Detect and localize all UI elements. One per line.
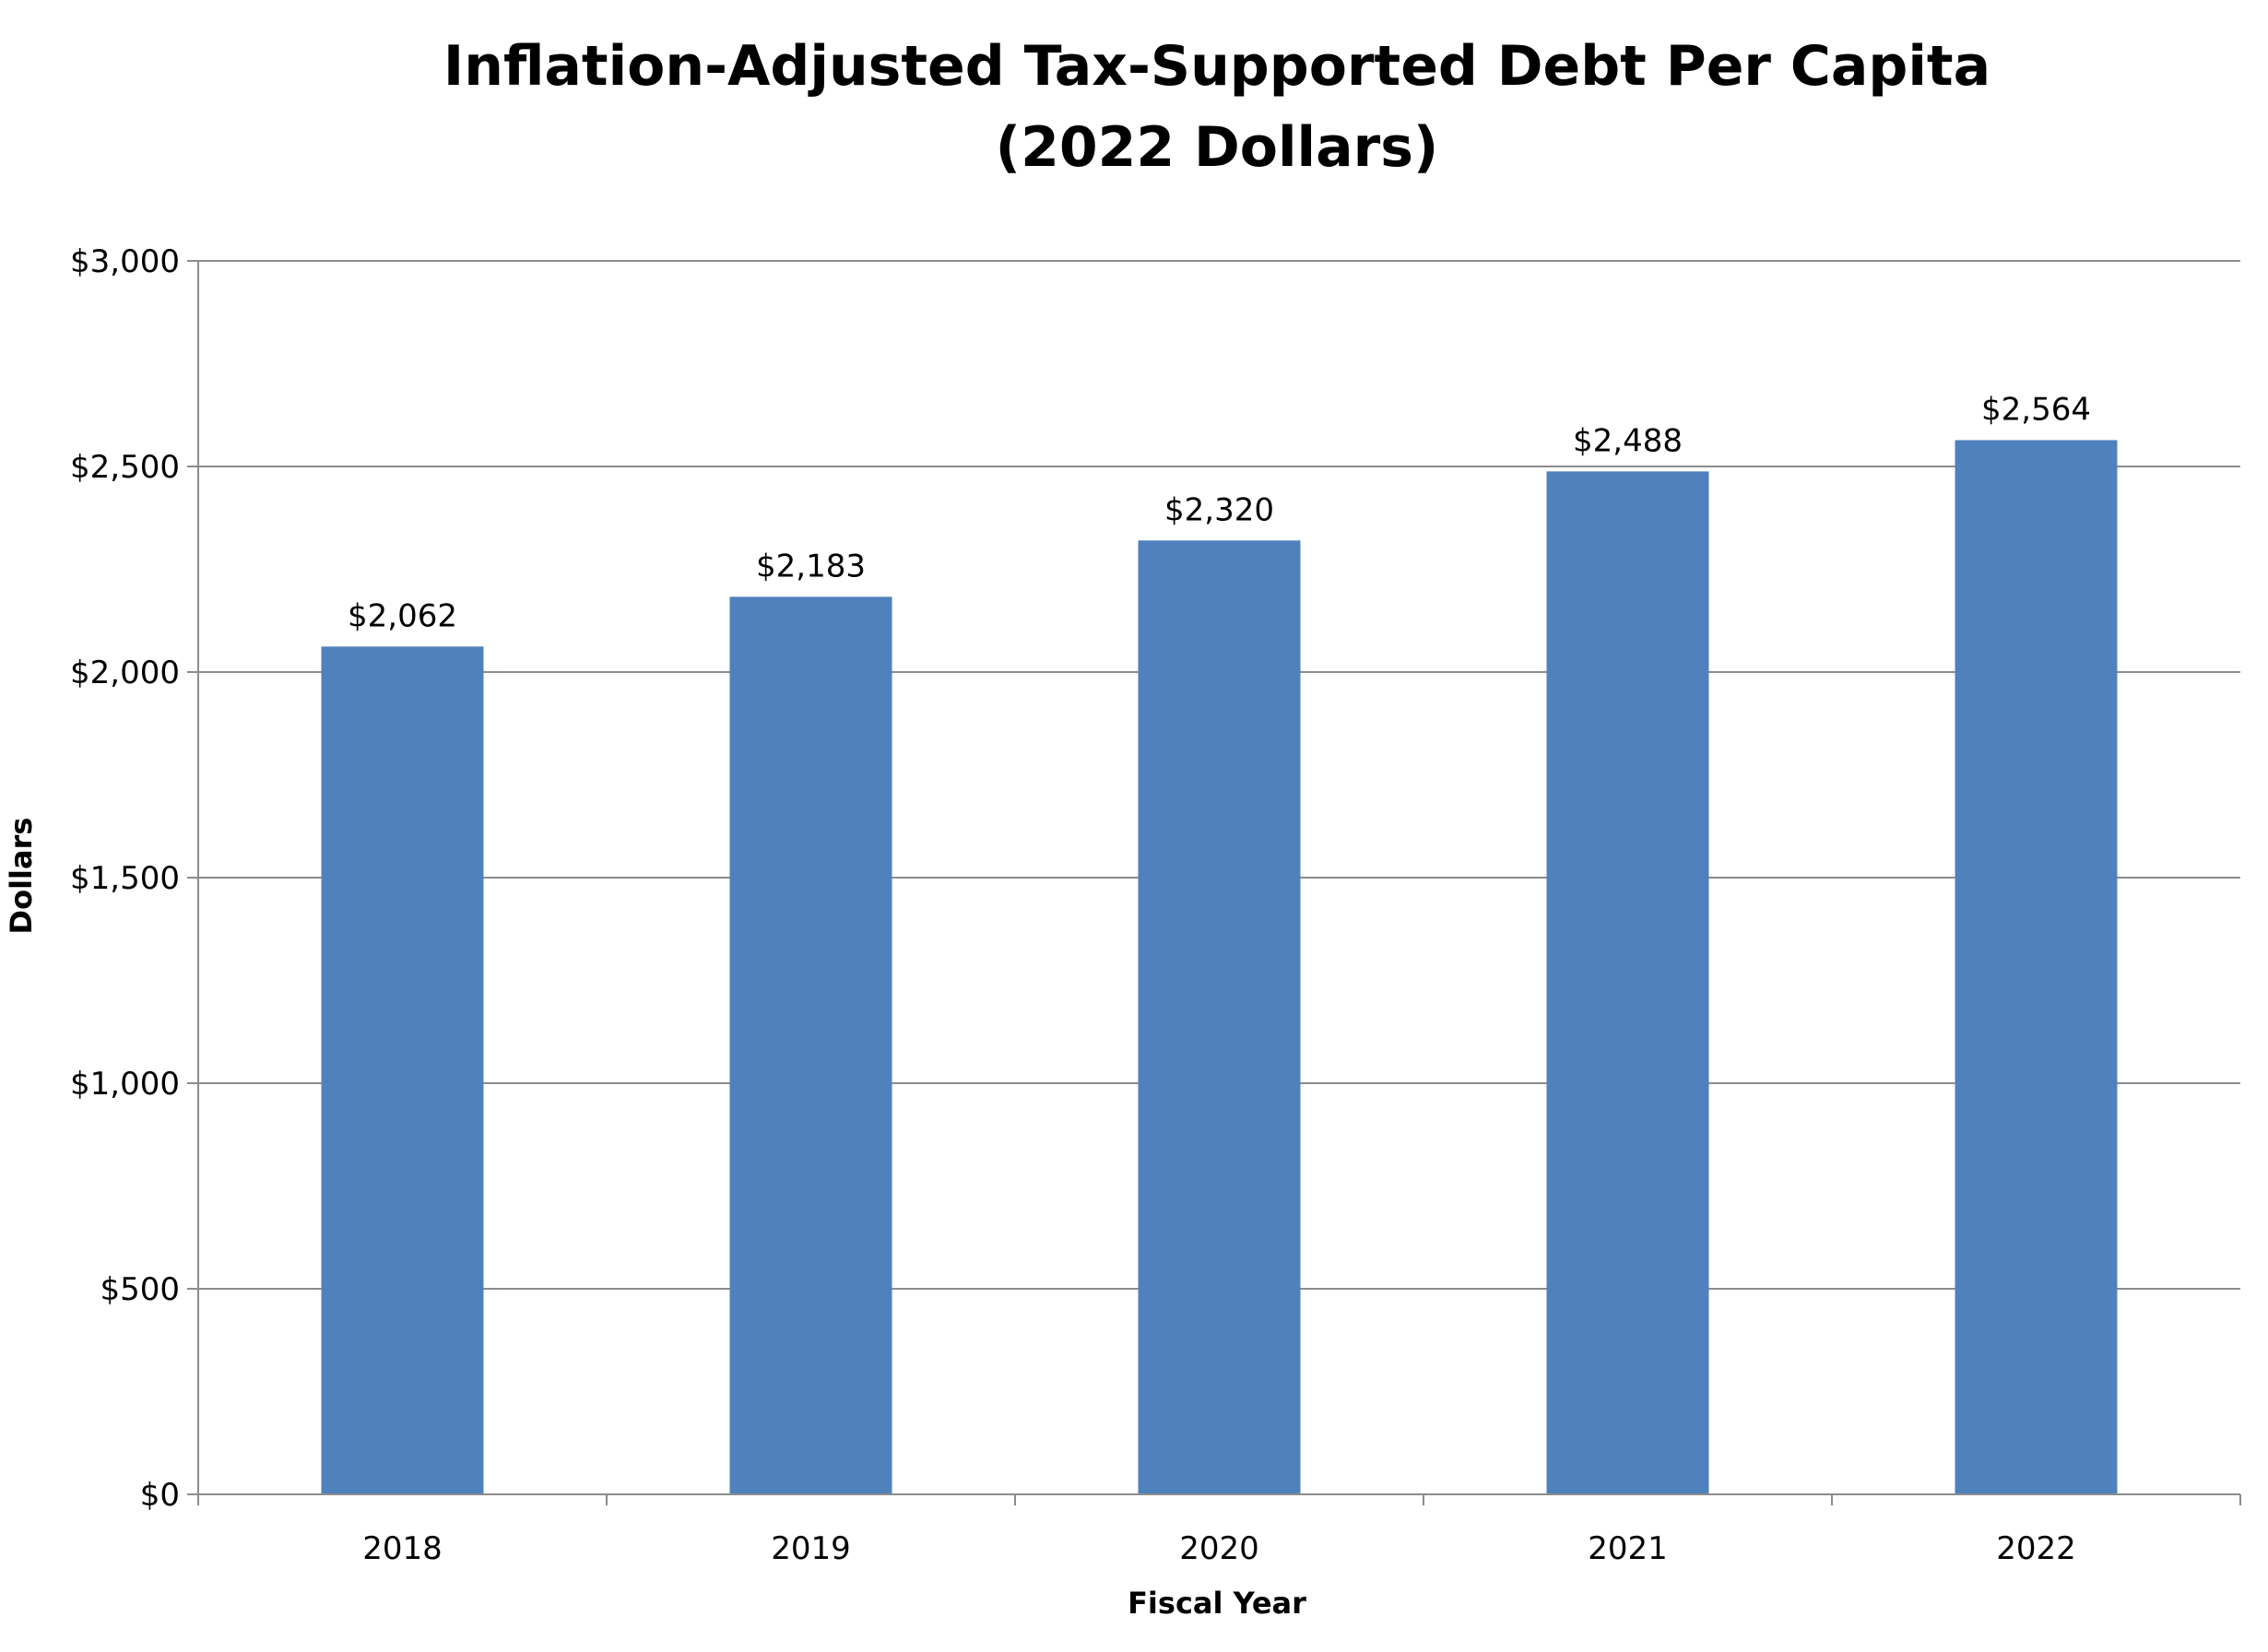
data-label: $2,488: [1573, 422, 1683, 459]
bar: [729, 596, 892, 1494]
x-axis-title: Fiscal Year: [1128, 1586, 1306, 1621]
chart-title-line-2: (2022 Dollars): [995, 115, 1439, 180]
y-tick-label: $0: [140, 1477, 180, 1514]
tick-labels: $0 $500 $1,000 $1,500 $2,000 $2,500 $3,000 2018…: [70, 243, 2076, 1567]
data-labels: $2,062 $2,183 $2,320 $2,488 $2,564: [348, 391, 2091, 634]
data-label: $2,320: [1164, 491, 1274, 528]
y-tick-label: $2,000: [70, 655, 180, 691]
bar: [1138, 540, 1301, 1494]
y-axis-title: Dollars: [4, 818, 39, 935]
data-label: $2,564: [1981, 391, 2091, 428]
bar: [1546, 471, 1709, 1494]
axes: [187, 260, 2241, 1505]
x-tick-label: 2019: [771, 1530, 851, 1567]
data-label: $2,062: [348, 597, 457, 634]
x-tick-label: 2022: [1996, 1530, 2076, 1567]
x-tick-label: 2020: [1179, 1530, 1259, 1567]
data-label: $2,183: [756, 548, 866, 584]
x-tick-label: 2021: [1588, 1530, 1668, 1567]
y-tick-label: $2,500: [70, 449, 180, 486]
bar: [321, 646, 484, 1494]
chart-title-line-1: Inflation-Adjusted Tax-Supported Debt Pe…: [443, 34, 1991, 99]
y-tick-label: $500: [100, 1271, 180, 1308]
y-tick-label: $1,500: [70, 860, 180, 897]
y-tick-label: $1,000: [70, 1066, 180, 1103]
y-tick-label: $3,000: [70, 243, 180, 280]
bar: [1955, 440, 2118, 1494]
bars: [321, 440, 2118, 1494]
x-tick-label: 2018: [362, 1530, 443, 1567]
